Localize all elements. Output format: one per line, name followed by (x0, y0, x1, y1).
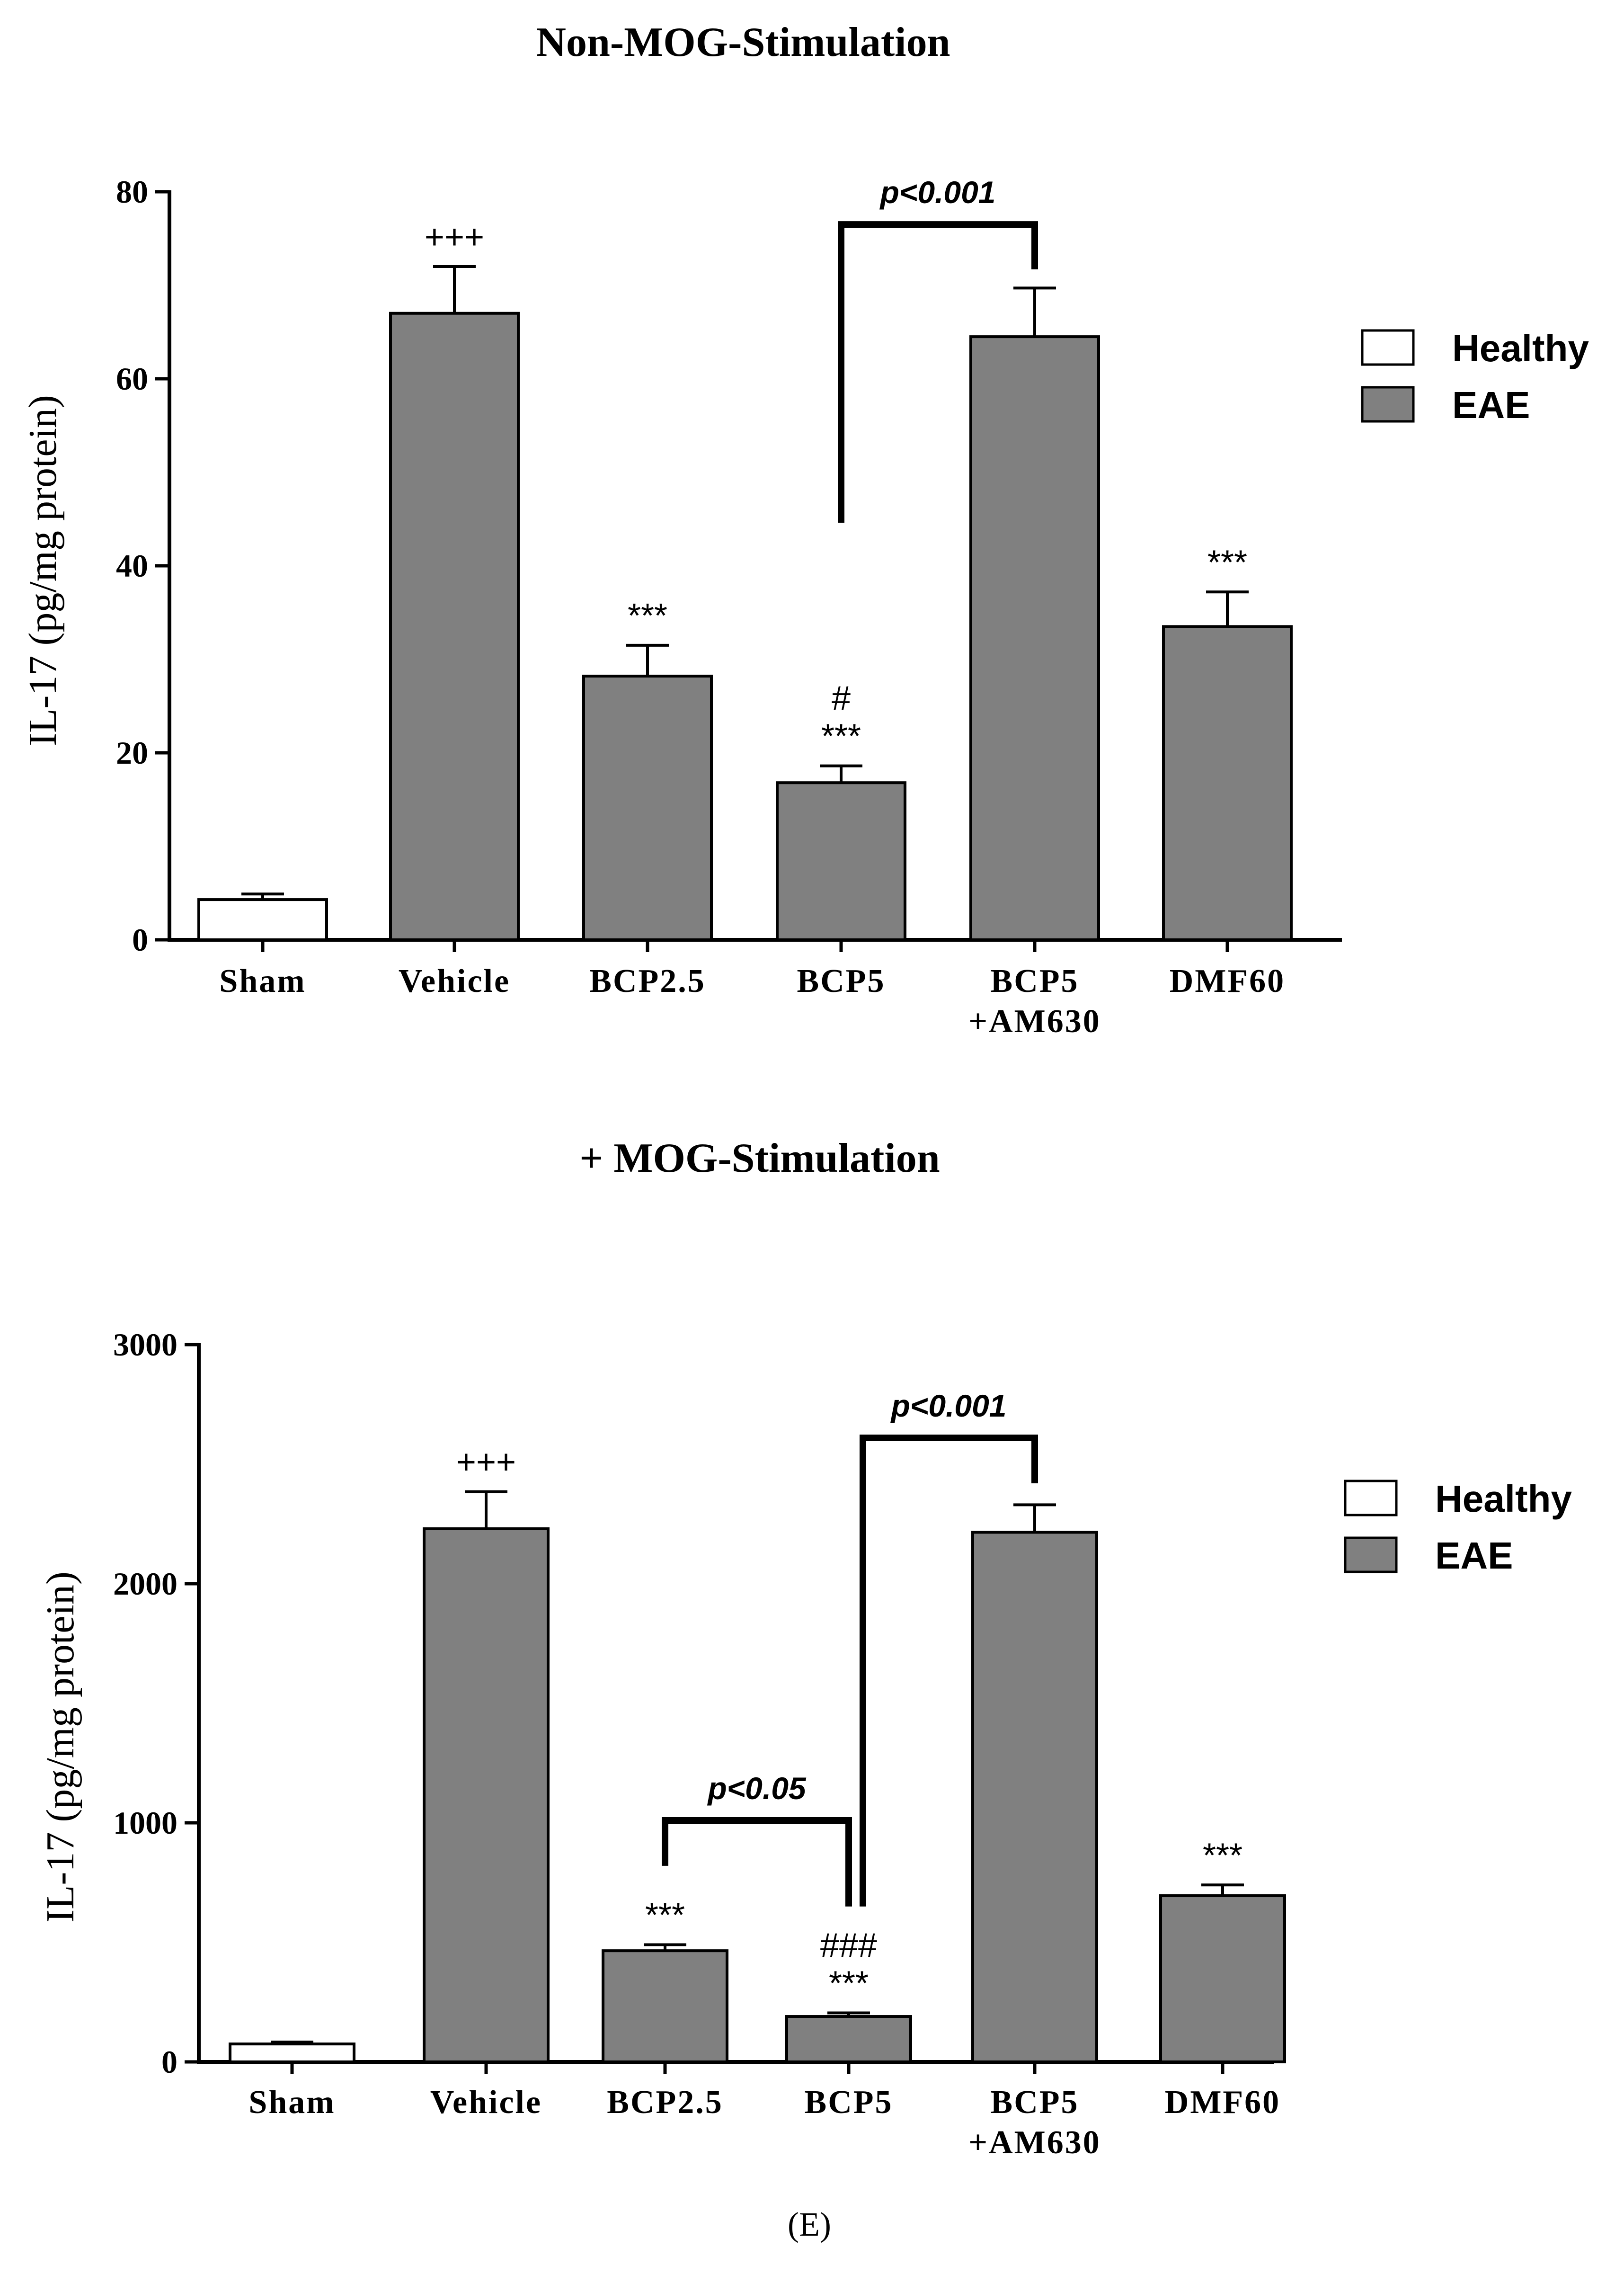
x-tick-label: Vehicle (399, 963, 510, 999)
x-tick-label: BCP2.5 (607, 2084, 723, 2121)
plot-area: 0 1000 2000 3000 Sham Vehicle +++ BCP2.5 *** BCP5… (113, 1327, 1286, 2161)
comparison-bracket (662, 1817, 852, 1907)
significance-label: +++ (425, 218, 484, 256)
bar (582, 675, 713, 942)
y-tick-label: 2000 (113, 1566, 177, 1602)
x-tick-label: BCP5 (991, 2084, 1079, 2121)
x-tick-label: +AM630 (968, 2124, 1101, 2161)
significance-label: +++ (456, 1444, 516, 1481)
y-tick-label: 0 (132, 922, 148, 958)
legend-label-eae: EAE (1435, 1534, 1513, 1577)
x-tick-label: Sham (219, 963, 306, 999)
bar (1162, 625, 1293, 941)
legend-label-healthy: Healthy (1452, 327, 1589, 369)
x-tick-label: BCP5 (805, 2084, 893, 2121)
comparison-p-value: p<0.001 (890, 1388, 1006, 1423)
bar (1159, 1894, 1286, 2063)
x-tick-label: +AM630 (968, 1003, 1101, 1040)
significance-label: *** (1203, 1837, 1242, 1874)
bar (602, 1949, 728, 2063)
legend: Healthy EAE (1361, 327, 1589, 426)
bar (785, 2015, 912, 2063)
y-tick-label: 20 (116, 735, 148, 771)
x-tick-label: BCP2.5 (589, 963, 706, 999)
significance-label: *** (628, 597, 667, 635)
x-tick-label: BCP5 (991, 963, 1079, 999)
bar (229, 2042, 355, 2063)
x-tick-label: DMF60 (1170, 963, 1285, 999)
y-tick-label: 3000 (113, 1327, 177, 1363)
figure-caption: (E) (788, 2205, 831, 2243)
significance-label: *** (829, 1964, 869, 2002)
legend: Healthy EAE (1344, 1478, 1572, 1577)
x-tick-label: DMF60 (1165, 2084, 1280, 2121)
y-axis-label: IL-17 (pg/mg protein) (21, 395, 65, 746)
x-tick-label: BCP5 (797, 963, 886, 999)
y-axis-label: IL-17 (pg/mg protein) (38, 1571, 82, 1923)
hash-label: ### (820, 1926, 877, 1964)
chart-title: Non-MOG-Stimulation (536, 19, 950, 65)
hash-label: # (832, 680, 851, 718)
chart-title: + MOG-Stimulation (579, 1135, 940, 1181)
significance-label: *** (1207, 544, 1247, 581)
y-tick-label: 40 (116, 548, 148, 584)
legend-label-healthy: Healthy (1435, 1478, 1572, 1520)
y-tick-label: 0 (161, 2044, 177, 2080)
chart-mog: + MOG-Stimulation IL-17 (pg/mg protein) … (38, 1135, 1286, 2161)
comparison-bracket (838, 221, 1038, 523)
y-tick-label: 60 (116, 361, 148, 397)
y-tick-label: 1000 (113, 1805, 177, 1841)
legend-swatch-eae (1344, 1536, 1398, 1573)
significance-label: *** (645, 1897, 685, 1935)
bar (423, 1527, 550, 2064)
bar (776, 781, 906, 941)
legend-swatch-healthy (1344, 1480, 1398, 1516)
bar (971, 1531, 1098, 2063)
x-tick-label: Sham (248, 2084, 335, 2121)
chart-non-mog: Non-MOG-Stimulation IL-17 (pg/mg protein… (21, 19, 1342, 1040)
bar (969, 335, 1100, 941)
legend-swatch-healthy (1361, 329, 1415, 366)
bar (197, 898, 328, 941)
x-tick-label: Vehicle (430, 2084, 542, 2121)
comparison-p-value: p<0.05 (707, 1771, 807, 1806)
significance-label: *** (821, 718, 861, 756)
legend-label-eae: EAE (1452, 384, 1530, 426)
comparison-p-value: p<0.001 (879, 175, 995, 210)
y-tick-label: 80 (116, 174, 148, 210)
legend-swatch-eae (1361, 386, 1415, 423)
comparison-bracket (860, 1434, 1038, 1907)
bar (389, 312, 520, 941)
